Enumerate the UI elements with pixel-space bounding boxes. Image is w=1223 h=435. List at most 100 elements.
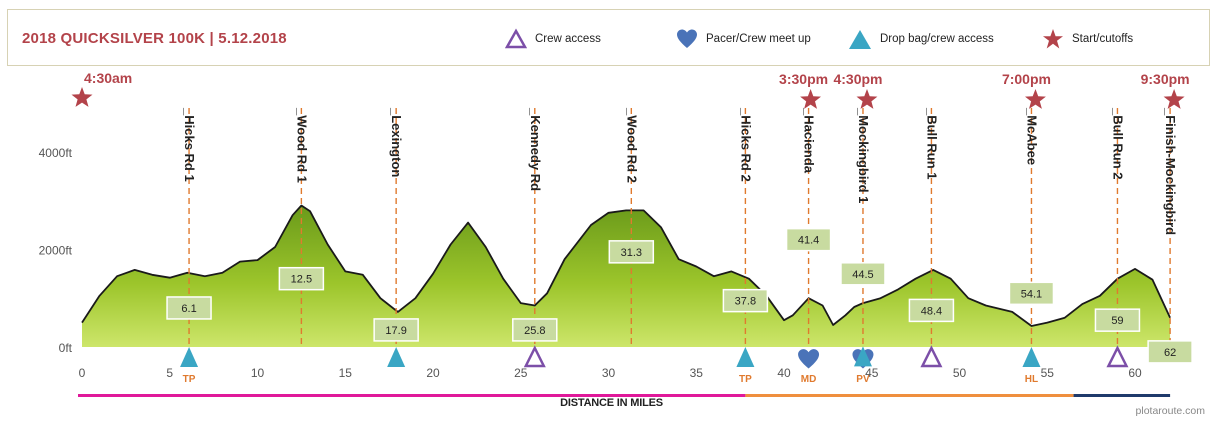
legend-start: Start/cutoffs: [1042, 26, 1133, 52]
cutoff-star-icon: [856, 89, 878, 109]
legend-label-drop: Drop bag/crew access: [880, 33, 994, 45]
drop-bag-icon: [1022, 347, 1041, 367]
x-tick-label: 55: [1041, 366, 1055, 380]
y-tick-label: 0ft: [59, 341, 73, 355]
x-axis: 0 5 10 15 20 25 30 35 40 45 50 55 60: [79, 366, 1142, 380]
legend-pacer: Pacer/Crew meet up: [676, 26, 811, 52]
cutoff-time-label: 7:00pm: [1002, 71, 1051, 87]
aid-station: _McAbee 7:00pm 54.1 HL: [1002, 71, 1055, 385]
legend-box: [7, 9, 1210, 66]
x-axis-label: DISTANCE IN MILES: [560, 397, 663, 409]
x-tick-label: 15: [339, 366, 353, 380]
cutoff-time-label: 9:30pm: [1141, 71, 1190, 87]
mile-box: [1008, 281, 1055, 306]
legend-crew-access: Crew access: [505, 26, 601, 52]
aid-station: _Hacienda 3:30pm 41.4 MD: [779, 71, 832, 385]
y-axis: 0ft 2000ft 4000ft: [39, 146, 73, 355]
cutoff-star-icon: [1025, 89, 1046, 109]
x-tick-label: 10: [251, 366, 265, 380]
mile-box-label: 31.3: [621, 247, 642, 259]
mile-box-label: 12.5: [291, 274, 312, 286]
mile-box-label: 37.8: [735, 296, 756, 308]
aid-station-name: _Hicks Rd 2: [738, 107, 753, 182]
second-loop-bar: [745, 394, 1074, 397]
x-tick-label: 0: [79, 366, 86, 380]
pacer-heart-icon: [798, 349, 820, 369]
mile-box: [840, 262, 886, 286]
aid-station-name: _Mockingbird 1: [856, 107, 871, 203]
mile-box: [608, 240, 655, 264]
mile-box: [166, 296, 212, 320]
heart-icon: [677, 29, 697, 48]
final-leg-bar: [1073, 394, 1171, 397]
aid-station: _Finish-Mockingbird 9:30pm 62: [1141, 71, 1193, 364]
elevation-fill: [82, 205, 1171, 347]
mile-box: [278, 266, 325, 291]
x-tick-label: 35: [690, 366, 704, 380]
mile-box-label: 62: [1164, 347, 1176, 359]
race-title: 2018 QUICKSILVER 100K | 5.12.2018: [22, 30, 287, 47]
aid-station-name: _Bull Run 2: [1110, 107, 1125, 180]
station-code-label: TP: [183, 374, 196, 385]
drop-bag-icon: [853, 346, 872, 367]
y-tick-label: 2000ft: [39, 243, 73, 257]
cutoff-time-label: 3:30pm: [779, 71, 828, 87]
crew-access-icon: [1106, 345, 1129, 368]
station-code-label: HL: [1025, 374, 1038, 385]
pacer-bars: [78, 394, 1171, 397]
mile-box-label: 54.1: [1021, 288, 1042, 300]
station-code-label: PV: [856, 374, 870, 385]
aid-station-name: _Bull Run 1: [924, 107, 939, 180]
aid-station-name: _Hicks Rd 1: [182, 107, 197, 182]
aid-station-name: _Kennedy Rd: [528, 107, 543, 191]
credit-text: plotaroute.com: [1135, 405, 1205, 417]
triangle-filled-icon: [849, 30, 871, 49]
aid-station: _Mockingbird 1 4:30pm 44.5 PV: [833, 71, 886, 385]
mile-box: [373, 318, 419, 342]
mile-box-label: 44.5: [852, 269, 873, 281]
aid-station: _Wood Rd 2 31.3: [608, 107, 655, 347]
x-tick-label: 30: [602, 366, 616, 380]
triangle-outline-icon: [505, 28, 527, 49]
aid-station: _Lexington 17.9: [373, 107, 419, 367]
aid-station-name: _Finish-Mockingbird: [1163, 107, 1178, 235]
x-tick-label: 50: [953, 366, 967, 380]
aid-station: _Bull Run 2 59: [1094, 107, 1141, 368]
aid-stations: 4:30am _Hicks Rd 1 6.1 TP _Wood Rd 1 12.5 _Lex…: [71, 70, 1193, 385]
station-code-label: TP: [739, 374, 752, 385]
mile-box-label: 59: [1111, 315, 1123, 327]
drop-bag-icon: [180, 347, 199, 367]
legend-drop-bag: Drop bag/crew access: [848, 26, 994, 52]
aid-station-name: _Wood Rd 1: [294, 107, 309, 183]
aid-station-name: _McAbee: [1024, 107, 1039, 165]
x-tick-label: 25: [514, 366, 528, 380]
station-code-label: MD: [801, 374, 817, 385]
first-loop-bar: [78, 394, 746, 397]
aid-station: _Hicks Rd 2 37.8 TP: [722, 107, 769, 385]
aid-station-name: _Wood Rd 2: [624, 107, 639, 183]
legend-label-pacer: Pacer/Crew meet up: [706, 33, 811, 45]
aid-station: _Wood Rd 1 12.5: [278, 107, 325, 347]
mile-box-label: 48.4: [921, 305, 942, 317]
cutoff-star-icon: [1163, 89, 1185, 109]
y-tick-label: 4000ft: [39, 146, 73, 160]
x-tick-label: 60: [1128, 366, 1142, 380]
legend-label-crew: Crew access: [535, 33, 601, 45]
mile-box: [785, 227, 832, 252]
mile-box: [1094, 308, 1141, 332]
start-time-label: 4:30am: [84, 70, 132, 86]
mile-box-label: 25.8: [524, 325, 545, 337]
mile-box: [908, 298, 955, 323]
cutoff-time-label: 4:30pm: [833, 71, 882, 87]
mile-box-label: 6.1: [181, 303, 196, 315]
aid-station-name: _Hacienda: [802, 107, 817, 174]
x-tick-label: 45: [865, 366, 879, 380]
crew-access-icon: [920, 345, 943, 368]
x-tick-label: 5: [166, 366, 173, 380]
aid-station: _Hicks Rd 1 6.1 TP: [166, 107, 212, 385]
mile-box-label: 17.9: [385, 325, 406, 337]
cutoff-star-icon: [800, 89, 821, 109]
x-tick-label: 20: [426, 366, 440, 380]
elevation-area: [81, 204, 1171, 347]
drop-bag-icon: [387, 347, 406, 367]
